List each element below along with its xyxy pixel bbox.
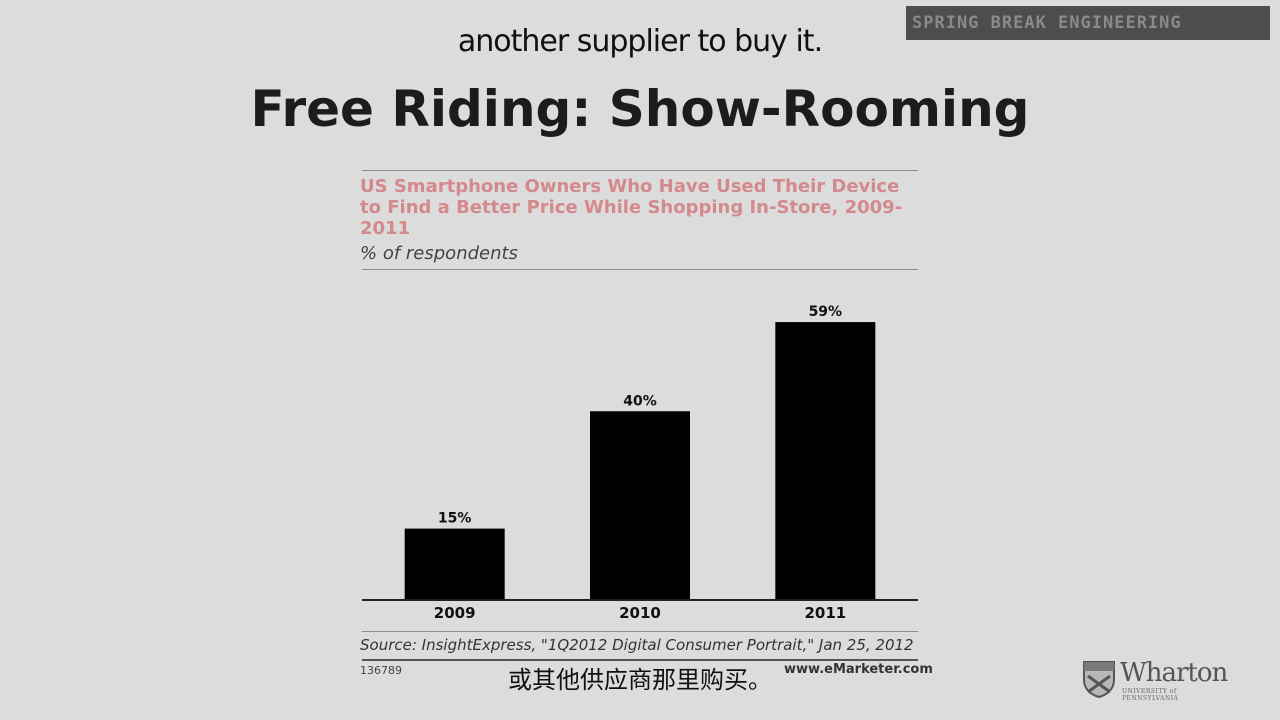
chart-header-rule <box>362 269 918 270</box>
logo-name: Wharton <box>1120 658 1228 688</box>
top-banner: SPRING BREAK ENGINEERING <box>906 6 1270 40</box>
bar-2011 <box>775 322 876 599</box>
publisher-url: www.eMarketer.com <box>784 662 933 677</box>
penn-shield-icon <box>1083 661 1115 698</box>
slide-title: Free Riding: Show-Rooming <box>250 80 1030 138</box>
chart-title: US Smartphone Owners Who Have Used Their… <box>360 176 903 239</box>
value-label-2009: 15% <box>438 511 472 527</box>
logo-subtitle: UNIVERSITY of PENNSYLVANIA <box>1122 688 1179 702</box>
value-label-2011: 59% <box>809 304 843 320</box>
chart-units: % of respondents <box>360 243 518 264</box>
source-bottom-rule <box>362 659 918 661</box>
chart-id: 136789 <box>360 664 402 677</box>
wharton-logo: Wharton UNIVERSITY of PENNSYLVANIA <box>1082 658 1232 702</box>
value-label-2010: 40% <box>623 393 657 409</box>
caption-chinese: 或其他供应商那里购买。 <box>508 666 772 694</box>
source-top-rule <box>362 631 918 632</box>
x-tick-label-2011: 2011 <box>804 604 846 622</box>
chart-source: Source: InsightExpress, "1Q2012 Digital … <box>360 636 914 654</box>
bar-2009 <box>404 528 505 599</box>
x-tick-label-2010: 2010 <box>619 604 661 622</box>
bar-2010 <box>590 411 690 599</box>
x-tick-label-2009: 2009 <box>434 604 476 622</box>
chart-top-rule <box>362 170 918 171</box>
caption-english: another supplier to buy it. <box>457 24 823 59</box>
